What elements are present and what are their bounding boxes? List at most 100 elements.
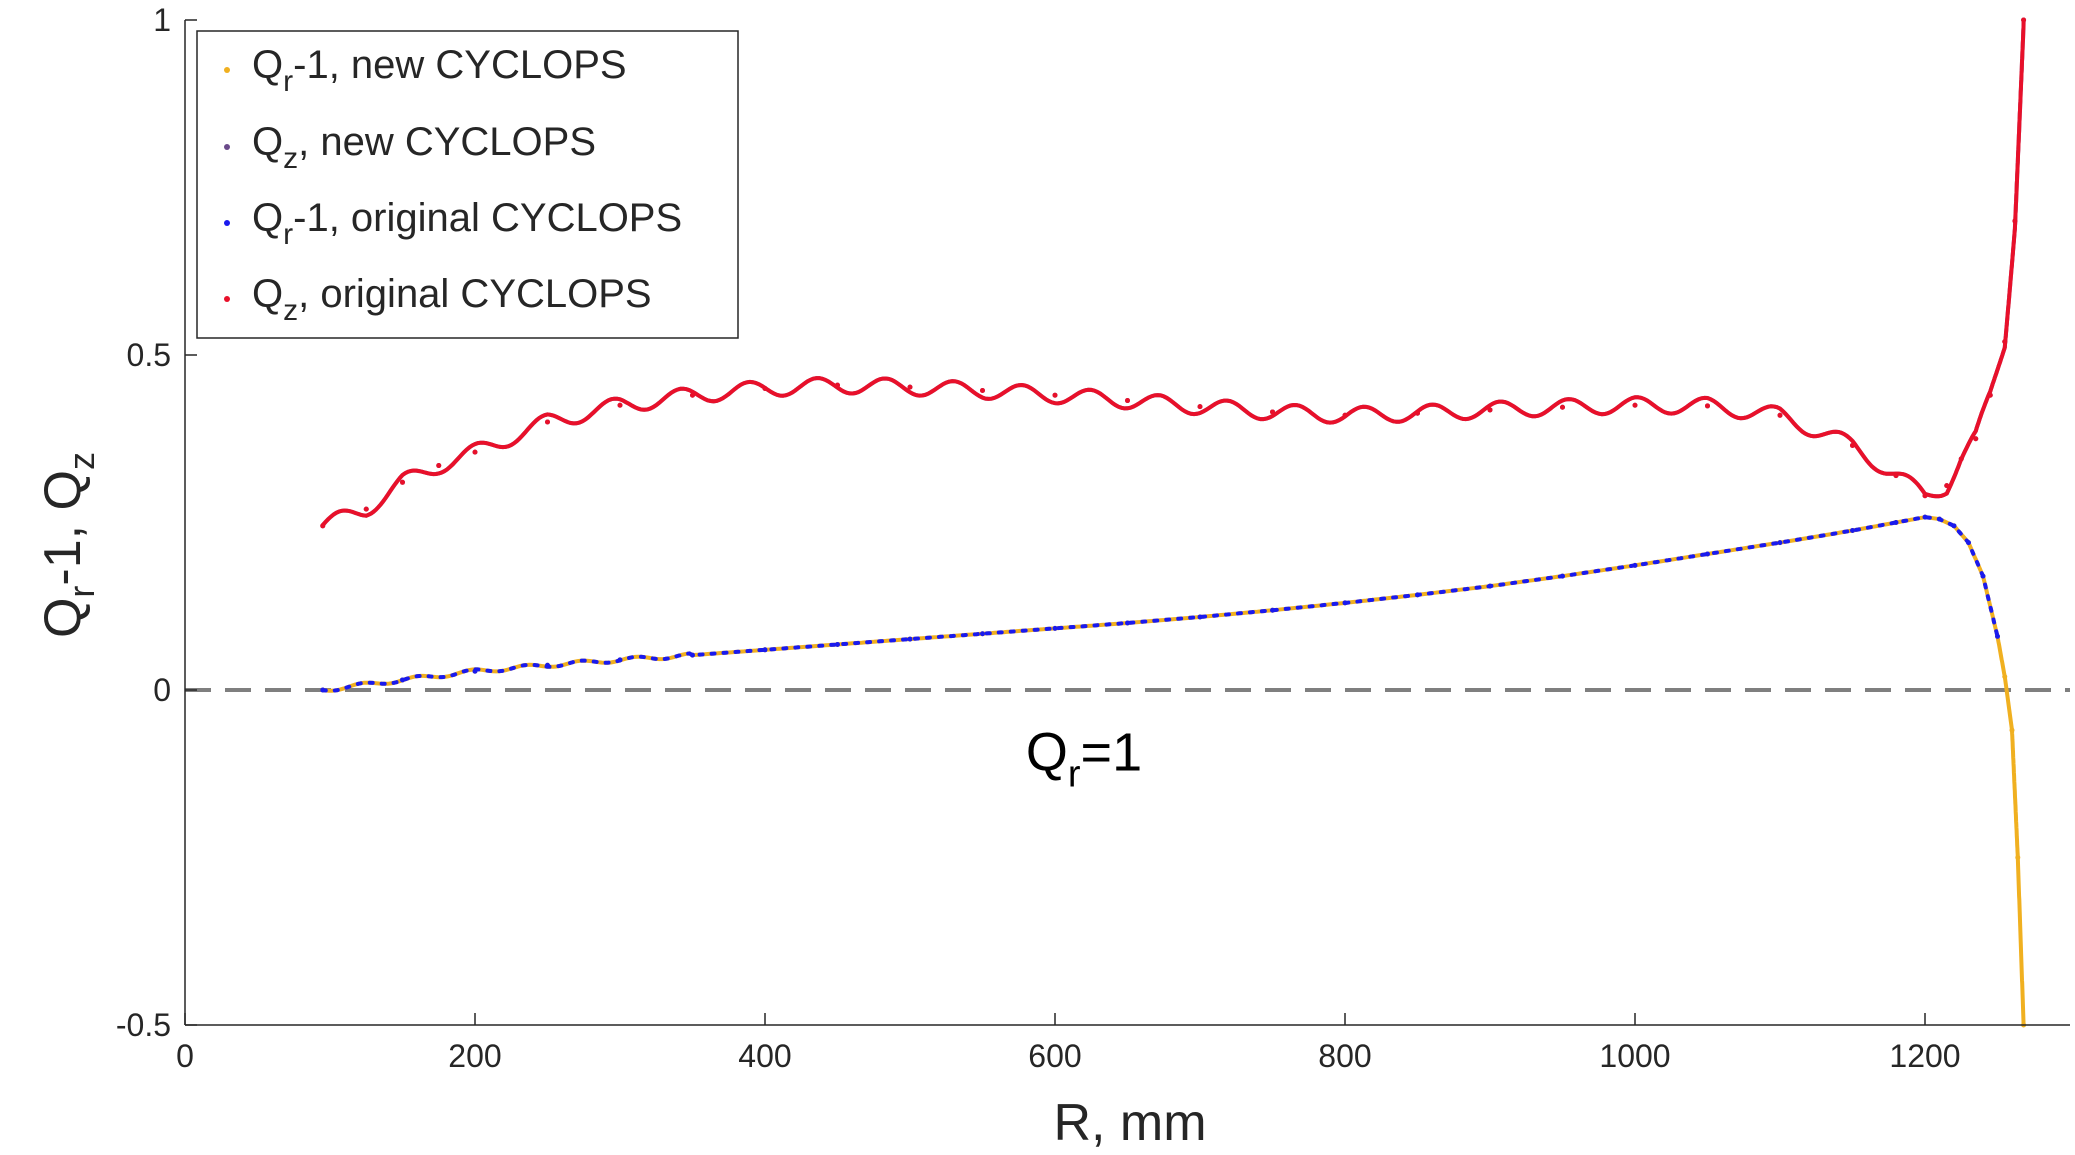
legend-box xyxy=(196,30,739,339)
data-point xyxy=(2009,727,2015,733)
legend-label-qz-new: Qz, new CYCLOPS xyxy=(252,120,596,175)
data-point xyxy=(1270,607,1275,613)
legend-marker-qr-original xyxy=(224,220,230,226)
data-point xyxy=(2002,674,2008,680)
data-point xyxy=(762,647,768,653)
legend-label-qz-new-sub: z xyxy=(283,142,298,175)
data-point xyxy=(690,652,695,658)
data-point xyxy=(1777,540,1783,546)
y-axis-label-mid: -1, xyxy=(34,510,92,585)
data-point xyxy=(1850,442,1855,448)
annotation-qr-equals-1: Qr=1 xyxy=(1026,722,1142,795)
data-point xyxy=(907,384,913,390)
y-tick-label: 0.5 xyxy=(127,337,171,373)
y-axis-label-q2: Q xyxy=(34,470,92,510)
data-point xyxy=(1922,493,1928,499)
x-tick-label: 1200 xyxy=(1889,1038,1960,1074)
y-axis-label-sub1: r xyxy=(61,586,102,598)
legend-label-qz-new-q: Q xyxy=(252,120,283,164)
data-point xyxy=(1125,620,1130,626)
legend-label-qz-original-sub: z xyxy=(283,294,298,327)
plot-area xyxy=(185,17,2070,1028)
data-point xyxy=(1632,402,1638,408)
annotation-q: Q xyxy=(1026,722,1068,782)
legend-label-qz-original: Qz, original CYCLOPS xyxy=(252,272,652,327)
data-point xyxy=(1415,410,1420,416)
data-point xyxy=(1966,540,1971,546)
data-point xyxy=(907,636,913,642)
data-point xyxy=(1342,412,1348,418)
data-point xyxy=(1560,404,1565,410)
y-axis-label: Qr-1, Qz xyxy=(34,452,102,638)
data-point xyxy=(545,419,550,425)
data-point xyxy=(1415,592,1420,598)
legend-item-qr-new: Qr-1, new CYCLOPS xyxy=(224,43,627,98)
data-point xyxy=(2015,855,2021,860)
legend-item-qr-original: Qr-1, original CYCLOPS xyxy=(224,196,682,251)
data-point xyxy=(1980,573,1986,579)
x-axis-label: R, mm xyxy=(1053,1094,1206,1152)
legend-label-qz-new-rest: , new CYCLOPS xyxy=(298,120,596,164)
data-point xyxy=(1342,600,1348,606)
data-point xyxy=(472,449,478,455)
data-point xyxy=(835,641,840,647)
data-point xyxy=(1893,473,1899,479)
data-point xyxy=(1197,614,1203,620)
data-point xyxy=(1705,403,1710,409)
legend-marker-qz-new xyxy=(224,144,230,150)
data-point xyxy=(1487,583,1493,589)
data-point xyxy=(1850,528,1855,534)
data-point xyxy=(762,386,768,391)
y-tick-label: -0.5 xyxy=(116,1007,171,1043)
legend-item-qz-original: Qz, original CYCLOPS xyxy=(224,272,652,327)
data-point xyxy=(400,479,405,485)
data-point xyxy=(1944,483,1950,489)
legend-label-qr-original-sub: r xyxy=(283,218,293,251)
series-2 xyxy=(320,514,2000,693)
data-point xyxy=(1987,392,1993,398)
series-line-2 xyxy=(320,515,2000,693)
data-point xyxy=(1052,392,1058,398)
data-point xyxy=(980,388,985,394)
x-tick-label: 0 xyxy=(176,1038,194,1074)
legend-label-qz-original-rest: , original CYCLOPS xyxy=(298,272,651,316)
data-point xyxy=(1893,520,1899,525)
data-point xyxy=(1560,573,1565,579)
legend-label-qr-original-q: Q xyxy=(252,196,283,240)
data-point xyxy=(1632,562,1638,568)
legend-label-qr-original-rest: -1, original CYCLOPS xyxy=(293,196,682,240)
x-tick-label: 400 xyxy=(738,1038,791,1074)
data-point xyxy=(436,463,442,469)
data-point xyxy=(1951,523,1957,529)
data-point xyxy=(400,677,405,683)
data-point xyxy=(472,668,478,674)
annotation-rest: =1 xyxy=(1081,722,1143,782)
data-point xyxy=(690,392,695,398)
data-point xyxy=(1705,551,1710,557)
data-point xyxy=(617,402,623,408)
data-point xyxy=(617,657,623,663)
series-3 xyxy=(320,17,2027,529)
data-point xyxy=(1922,514,1928,520)
x-tick-label: 600 xyxy=(1028,1038,1081,1074)
data-point xyxy=(835,382,840,388)
x-tick-label: 1000 xyxy=(1599,1038,1670,1074)
legend-label-qr-new-q: Q xyxy=(252,43,283,87)
x-tick-label: 800 xyxy=(1318,1038,1371,1074)
y-axis-label-q1: Q xyxy=(34,598,92,638)
data-point xyxy=(1270,409,1275,415)
annotation-sub: r xyxy=(1068,753,1081,795)
y-tick-label: 1 xyxy=(153,2,171,38)
data-point xyxy=(320,523,326,529)
legend-label-qr-original: Qr-1, original CYCLOPS xyxy=(252,196,682,251)
series-line-3 xyxy=(320,18,2026,527)
data-point xyxy=(980,631,985,637)
data-point xyxy=(363,506,369,512)
data-point xyxy=(545,662,550,668)
data-point xyxy=(1958,456,1964,462)
data-point xyxy=(2021,17,2027,23)
legend-label-qr-new-sub: r xyxy=(283,65,293,98)
legend-label-qr-new: Qr-1, new CYCLOPS xyxy=(252,43,627,98)
legend-label-qr-new-rest: -1, new CYCLOPS xyxy=(293,43,626,87)
